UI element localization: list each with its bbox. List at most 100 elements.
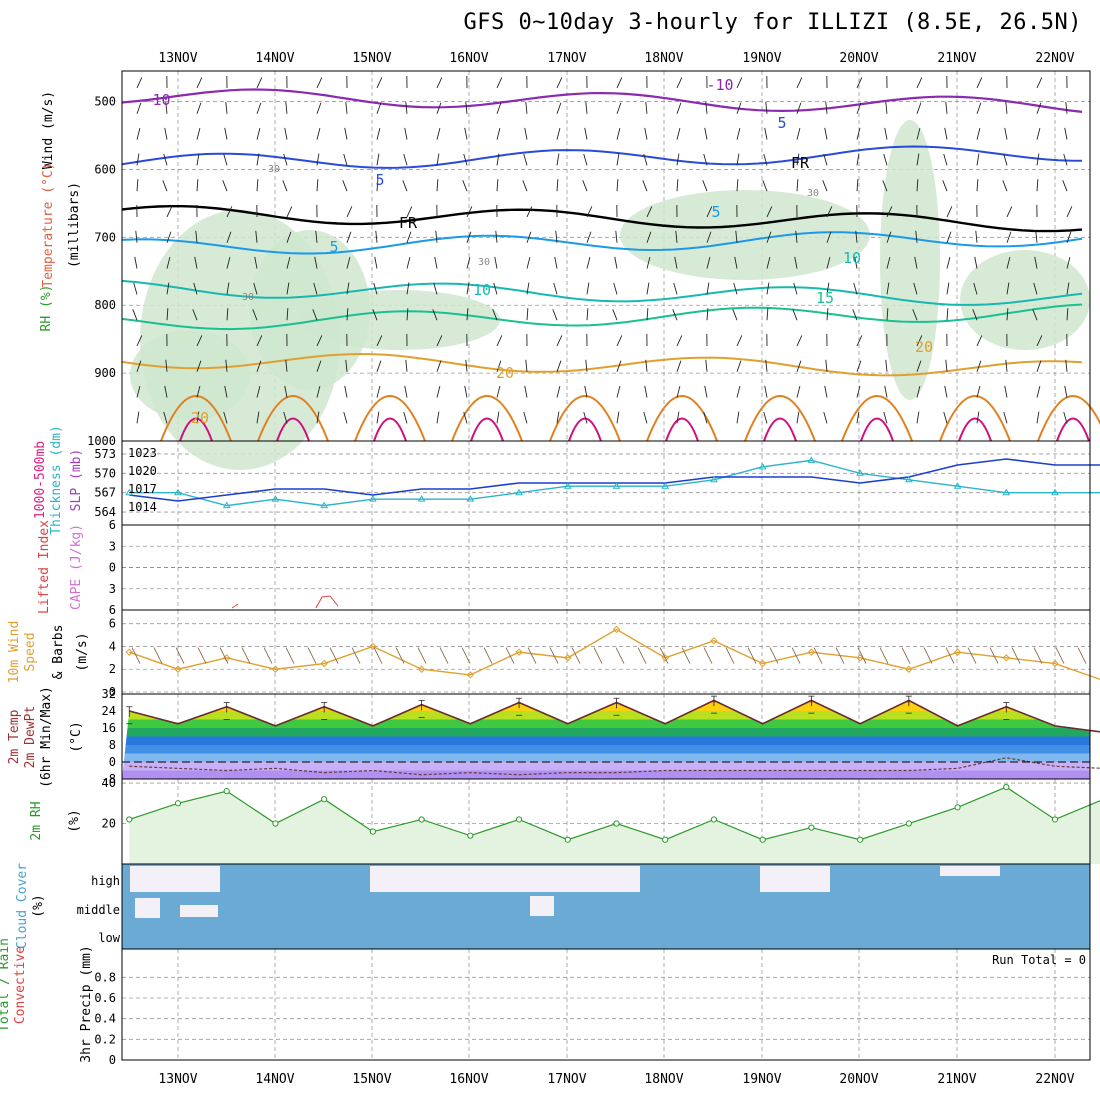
- wind-barb: [256, 360, 262, 372]
- wind-barb: [462, 180, 468, 192]
- wind-barb: [132, 309, 138, 321]
- tick-upper: 600: [94, 162, 116, 176]
- wind-barb: [1066, 256, 1071, 269]
- wind-barb: [643, 411, 648, 424]
- wind-barb: [135, 230, 138, 243]
- wind-barb: [433, 282, 438, 295]
- wind-barb: [1033, 282, 1038, 295]
- wind-barb: [1036, 385, 1041, 398]
- cloud-level-low: low: [98, 931, 120, 945]
- wind-barb: [346, 206, 353, 218]
- label-temperature: Temperature (°C): [41, 162, 56, 287]
- wind-barb: [345, 359, 348, 372]
- wind-barb: [796, 77, 803, 89]
- wind-barb: [916, 411, 920, 424]
- wind-barb: [494, 256, 498, 269]
- wind-barb-10m: [1011, 647, 1021, 664]
- wind-barb: [405, 359, 408, 372]
- wind-barb: [706, 206, 713, 218]
- contour-30: [568, 417, 602, 442]
- wind-barb: [703, 153, 708, 166]
- rh-marker: [954, 804, 961, 811]
- wind-barb-10m: [219, 647, 229, 664]
- series-thickness: [129, 459, 1100, 507]
- rh-marker: [808, 824, 815, 831]
- wind-barb: [376, 335, 383, 347]
- wind-barb: [556, 179, 559, 192]
- rh-marker: [564, 836, 571, 843]
- wind-barb: [556, 411, 560, 424]
- tick-precip: 0.8: [94, 970, 116, 984]
- wind-barb: [496, 360, 502, 372]
- wind-barb: [196, 411, 200, 424]
- wind-barb: [226, 308, 229, 321]
- wind-barb: [1064, 385, 1068, 398]
- label-precip: 3hr Precip (mm): [79, 945, 94, 1062]
- wind-barb: [946, 231, 952, 243]
- series-2m-dewpt: [129, 757, 1100, 776]
- wind-barb: [435, 230, 438, 243]
- wind-barb: [196, 179, 199, 192]
- tick-thickness: 573: [94, 447, 116, 461]
- wind-barb: [286, 282, 290, 295]
- wind-barb: [165, 359, 168, 372]
- rh-marker: [272, 820, 279, 827]
- wind-barb: [676, 102, 682, 114]
- wind-barb: [376, 153, 380, 166]
- wind-barb: [136, 153, 140, 166]
- wind-barb: [1066, 282, 1070, 295]
- wind-barb: [436, 153, 440, 166]
- wind-barb-10m: [769, 647, 779, 664]
- wind-speed-marker: [758, 659, 767, 668]
- wind-barb: [855, 230, 858, 243]
- wind-barb: [946, 282, 950, 295]
- contour-label: 15: [816, 289, 834, 307]
- wind-barb: [466, 282, 470, 295]
- contour-25: [646, 395, 718, 442]
- contour-label: 20: [191, 409, 209, 427]
- upper-air-panel: -10 -10 5 5 FR FR 5 5 10 10 15 20 20 20 30 30 30 30: [121, 75, 1100, 470]
- wind-barb: [766, 282, 770, 295]
- rh-panel: [126, 783, 1100, 864]
- thickness-panel: [125, 456, 1100, 509]
- wind-barb: [316, 360, 322, 372]
- cloud-clear: [130, 866, 220, 892]
- tick-wind: 0: [109, 685, 116, 699]
- wind-barb: [312, 309, 318, 321]
- wind-barb: [195, 230, 198, 243]
- wind-barb: [375, 230, 378, 243]
- wind-barb: [793, 282, 798, 295]
- wind-barb: [256, 411, 260, 424]
- contour-30: [179, 417, 213, 442]
- date-label-bottom: 13NOV: [158, 1072, 197, 1087]
- wind-barb: [886, 256, 891, 269]
- wind-barb-10m: [571, 647, 581, 664]
- wind-barb: [824, 127, 828, 140]
- label-slp-line: SLP (mb): [69, 449, 84, 512]
- wind-barb: [136, 385, 141, 398]
- wind-barb: [676, 77, 683, 89]
- wind-barb: [286, 308, 289, 321]
- wind-barb: [465, 359, 468, 372]
- wind-barb: [342, 180, 348, 192]
- wind-barb-10m: [197, 647, 207, 664]
- wind-barb: [282, 180, 288, 192]
- wind-barb: [644, 385, 648, 398]
- wind-barb-10m: [747, 647, 757, 664]
- minmax-bar: [418, 699, 425, 718]
- rh-marker: [321, 796, 328, 803]
- wind-barb: [916, 335, 923, 347]
- wind-barb: [523, 411, 528, 424]
- contour-25: [354, 395, 426, 442]
- wind-barb: [255, 230, 258, 243]
- wind-barb: [432, 309, 438, 321]
- wind-barb-10m: [659, 647, 669, 664]
- wind-barb: [134, 256, 138, 269]
- wind-barb: [796, 179, 799, 192]
- wind-barb: [856, 102, 862, 114]
- wind-barb: [676, 385, 681, 398]
- minmax-bar: [613, 697, 620, 716]
- thickness-marker: [369, 495, 377, 502]
- tick-slp: 1017: [128, 482, 157, 496]
- wind-barb: [192, 309, 198, 321]
